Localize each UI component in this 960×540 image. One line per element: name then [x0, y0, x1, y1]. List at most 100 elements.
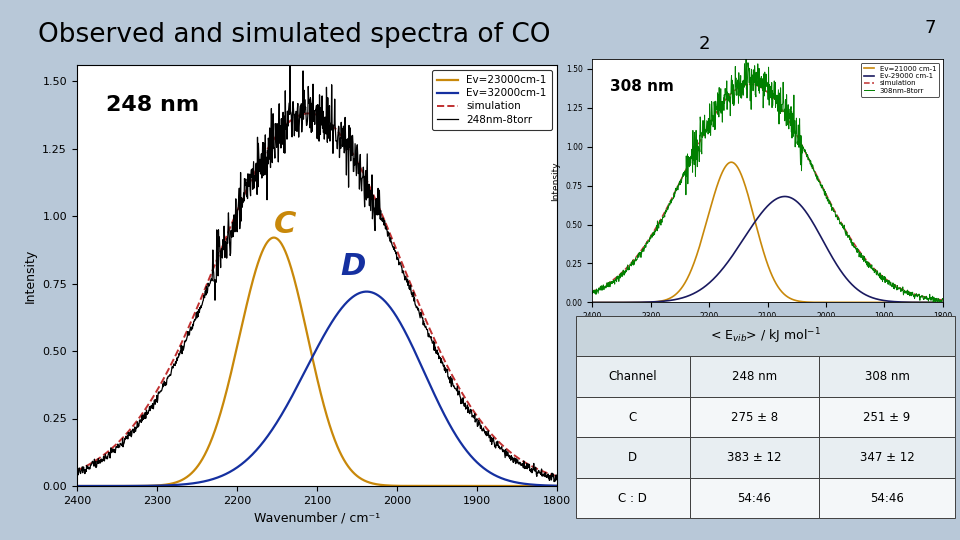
simulation	[569, 294, 581, 300]
Ev=32000cm-1	[392, 315, 403, 321]
Text: 251 ± 9: 251 ± 9	[863, 410, 911, 424]
Ev=21000 cm-1	[569, 299, 581, 306]
Text: 383 ± 12: 383 ± 12	[727, 451, 781, 464]
Bar	[576, 316, 955, 356]
Ev=23000cm-1	[47, 483, 59, 489]
Ev-29000 cm-1	[821, 244, 832, 251]
Ev=21000 cm-1	[741, 188, 753, 195]
Text: C: C	[274, 210, 296, 239]
X-axis label: Wavenumber / cm⁻¹: Wavenumber / cm⁻¹	[722, 327, 813, 336]
Bar	[689, 437, 819, 478]
Ev=21000 cm-1	[899, 299, 910, 306]
308nm-8torr	[948, 293, 960, 300]
Text: D: D	[341, 252, 366, 281]
simulation	[498, 443, 510, 450]
Ev=21000 cm-1	[885, 299, 897, 306]
Text: 248 nm: 248 nm	[732, 370, 777, 383]
Bar	[576, 397, 689, 437]
Line: Ev=32000cm-1: Ev=32000cm-1	[53, 292, 573, 486]
Bar	[819, 356, 955, 397]
308nm-8torr	[569, 296, 581, 303]
Ev-29000 cm-1	[948, 299, 960, 306]
Bar	[689, 397, 819, 437]
Ev=23000cm-1	[294, 297, 305, 303]
simulation	[899, 287, 910, 293]
248nm-8torr	[284, 57, 296, 64]
248nm-8torr	[392, 256, 403, 263]
Ev=32000cm-1	[47, 483, 59, 489]
Ev=21000 cm-1	[749, 218, 760, 224]
Ev-29000 cm-1	[784, 194, 796, 200]
Line: Ev=23000cm-1: Ev=23000cm-1	[53, 238, 573, 486]
Y-axis label: Intensity: Intensity	[24, 248, 36, 302]
Bar	[576, 437, 689, 478]
simulation	[294, 112, 305, 119]
Ev=32000cm-1	[341, 299, 352, 306]
Ev-29000 cm-1	[779, 193, 790, 200]
Ev=23000cm-1	[342, 462, 353, 468]
308nm-8torr	[945, 299, 956, 306]
simulation	[282, 119, 294, 126]
Bar	[576, 478, 689, 518]
Ev=23000cm-1	[392, 483, 403, 489]
Ev-29000 cm-1	[749, 219, 760, 226]
308nm-8torr	[740, 56, 752, 62]
Text: 2: 2	[699, 35, 710, 53]
Bar	[819, 437, 955, 478]
Bar	[689, 356, 819, 397]
Ev=21000 cm-1	[821, 299, 832, 306]
simulation	[342, 141, 353, 148]
Legend: Ev=23000cm-1, Ev=32000cm-1, simulation, 248nm-8torr: Ev=23000cm-1, Ev=32000cm-1, simulation, …	[432, 70, 552, 130]
Ev=32000cm-1	[567, 483, 579, 489]
Text: Observed and simulated spectra of CO: Observed and simulated spectra of CO	[38, 22, 551, 48]
Line: simulation: simulation	[53, 113, 573, 480]
simulation	[744, 81, 756, 87]
Line: simulation: simulation	[575, 84, 954, 301]
Text: 7: 7	[924, 19, 936, 37]
Ev=32000cm-1	[479, 466, 491, 472]
Line: Ev=21000 cm-1: Ev=21000 cm-1	[575, 162, 954, 302]
simulation	[303, 110, 315, 117]
Y-axis label: Intensity: Intensity	[551, 161, 560, 201]
308nm-8torr	[884, 282, 896, 288]
248nm-8torr	[282, 123, 294, 130]
Text: D: D	[628, 451, 637, 464]
Ev=21000 cm-1	[948, 299, 960, 306]
Bar	[576, 356, 689, 397]
Text: C: C	[629, 410, 637, 424]
simulation	[948, 298, 960, 304]
Ev=32000cm-1	[294, 380, 305, 386]
X-axis label: Wavenumber / cm⁻¹: Wavenumber / cm⁻¹	[253, 511, 380, 524]
Ev-29000 cm-1	[569, 299, 581, 306]
Ev-29000 cm-1	[885, 298, 897, 305]
308nm-8torr	[821, 195, 832, 201]
Ev=32000cm-1	[498, 476, 510, 482]
Text: Channel: Channel	[609, 370, 658, 383]
Text: C : D: C : D	[618, 491, 647, 505]
Ev=23000cm-1	[479, 483, 491, 489]
Text: 54:46: 54:46	[870, 491, 904, 505]
248nm-8torr	[567, 476, 579, 482]
Ev=23000cm-1	[498, 483, 510, 489]
Text: 248 nm: 248 nm	[106, 95, 199, 115]
Bar	[819, 397, 955, 437]
simulation	[885, 279, 897, 286]
248nm-8torr	[47, 477, 59, 484]
Line: 248nm-8torr: 248nm-8torr	[53, 60, 573, 484]
Legend: Ev=21000 cm-1, Ev-29000 cm-1, simulation, 308nm-8torr: Ev=21000 cm-1, Ev-29000 cm-1, simulation…	[861, 63, 939, 97]
248nm-8torr	[564, 481, 575, 488]
simulation	[392, 249, 403, 255]
Ev=32000cm-1	[282, 400, 294, 406]
simulation	[821, 192, 832, 198]
simulation	[741, 82, 753, 88]
simulation	[749, 82, 760, 88]
Ev=23000cm-1	[268, 234, 279, 241]
simulation	[479, 423, 491, 430]
simulation	[47, 475, 59, 482]
Text: < E$_{vib}$> / kJ mol$^{-1}$: < E$_{vib}$> / kJ mol$^{-1}$	[710, 326, 821, 346]
308nm-8torr	[898, 289, 909, 296]
simulation	[567, 477, 579, 483]
Line: 308nm-8torr: 308nm-8torr	[575, 59, 954, 302]
simulation	[784, 119, 796, 126]
Bar	[819, 478, 955, 518]
